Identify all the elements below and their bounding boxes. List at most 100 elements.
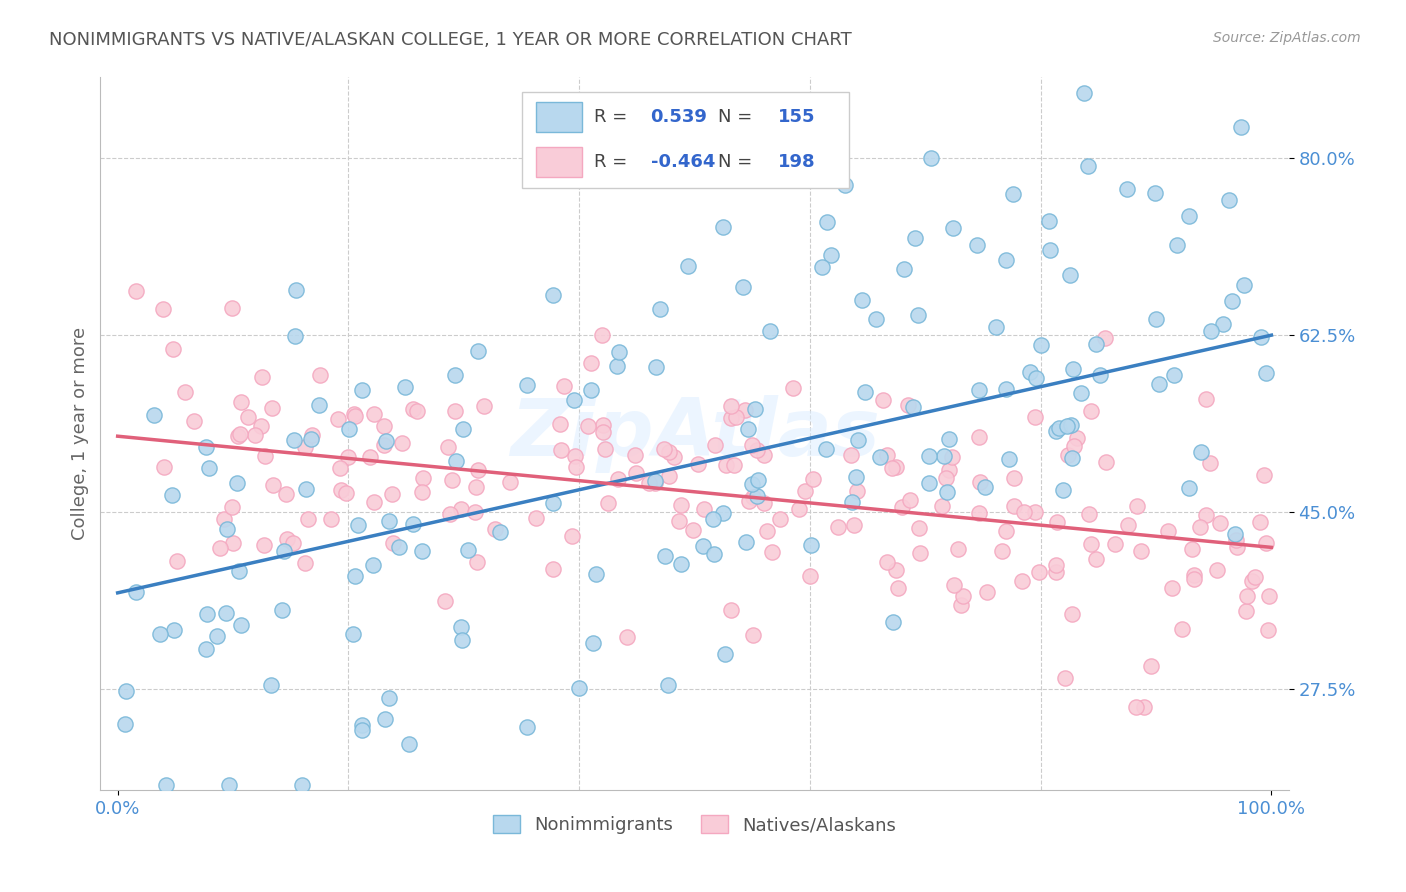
Point [295,482,318,496]
Point [337,422,360,436]
Point [1080,403,1102,417]
Point [153,460,176,475]
Point [1178,481,1201,495]
Point [464,505,486,519]
Point [995,524,1018,538]
Point [882,460,904,475]
Point [1062,361,1084,376]
Point [741,476,763,491]
Point [1254,535,1277,549]
Point [723,458,745,472]
Point [855,385,877,400]
Point [803,471,825,485]
Point [406,403,429,417]
Point [262,478,284,492]
Point [254,450,277,464]
Point [516,720,538,734]
Legend: Nonimmigrants, Natives/Alaskans: Nonimmigrants, Natives/Alaskans [494,815,896,834]
Point [217,522,239,536]
Point [195,642,218,657]
Point [1223,527,1246,541]
Point [236,410,259,425]
Point [716,458,738,472]
Point [1205,563,1227,577]
Point [967,506,990,520]
Point [1054,671,1077,685]
Point [329,483,352,497]
Point [1038,214,1060,228]
Text: ZipAtlas: ZipAtlas [509,394,880,473]
Point [226,476,249,491]
Point [755,524,778,539]
Point [579,384,602,398]
Point [382,536,405,550]
Point [541,496,564,510]
Point [436,440,458,454]
Point [218,778,240,792]
Point [541,562,564,576]
Point [876,555,898,569]
Point [402,402,425,417]
Point [155,778,177,792]
Point [1212,317,1234,331]
Point [973,480,995,494]
Point [754,448,776,462]
Point [1002,471,1025,485]
Point [935,485,957,500]
Point [308,398,330,412]
Point [799,568,821,582]
Point [564,449,586,463]
Point [658,445,681,459]
Point [1014,505,1036,519]
Text: -0.464: -0.464 [651,153,716,171]
Point [301,427,323,442]
Point [352,723,374,738]
Point [1181,542,1204,557]
Point [1084,552,1107,566]
Point [411,544,433,558]
Point [562,393,585,408]
Point [565,459,588,474]
Point [321,512,343,526]
Point [114,717,136,731]
Point [865,312,887,326]
Point [1125,500,1147,514]
Point [754,496,776,510]
Point [1059,268,1081,283]
Point [1002,500,1025,514]
Point [576,418,599,433]
Point [607,345,630,359]
Point [815,214,838,228]
Point [966,238,988,252]
Point [682,523,704,537]
Point [1258,589,1281,603]
Point [1250,330,1272,344]
Point [1095,454,1118,468]
Point [443,403,465,417]
Point [226,428,249,442]
Point [952,589,974,603]
Point [231,395,253,409]
Point [1182,568,1205,582]
Point [359,450,381,464]
Point [499,475,522,489]
Point [388,541,411,555]
Point [998,451,1021,466]
Point [884,460,907,475]
Point [876,449,898,463]
Point [398,737,420,751]
Point [769,511,792,525]
Point [904,231,927,245]
Point [782,381,804,395]
Point [761,545,783,559]
Point [967,383,990,397]
Point [616,630,638,644]
Point [561,528,583,542]
Point [1056,448,1078,462]
Point [1011,574,1033,589]
Point [336,450,359,464]
Point [585,567,607,582]
Point [1052,483,1074,498]
Point [253,538,276,552]
Point [592,425,614,440]
